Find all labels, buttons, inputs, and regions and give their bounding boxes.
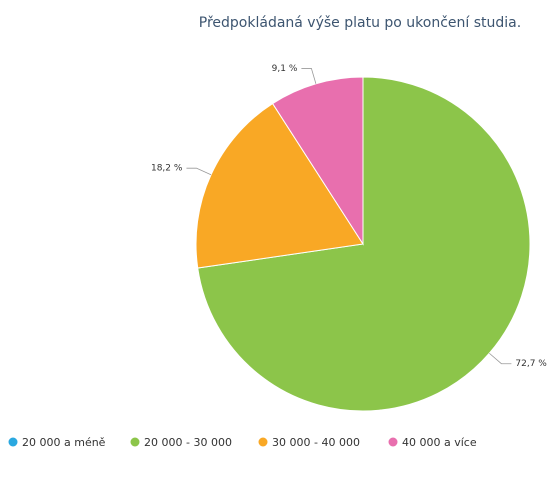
data-label: 18,2 %	[151, 164, 183, 174]
pie-slice	[271, 76, 364, 246]
legend-label: 30 000 - 40 000	[272, 436, 360, 449]
data-label: 72,7 %	[515, 359, 547, 369]
pie-slice	[197, 76, 531, 412]
legend-marker	[130, 437, 140, 447]
pie-slice	[195, 102, 364, 269]
chart-title: Předpokládaná výše platu po ukončení stu…	[199, 15, 521, 31]
legend-marker	[258, 437, 268, 447]
legend-marker	[388, 437, 398, 447]
leader-line	[301, 68, 317, 84]
legend-label: 40 000 a více	[402, 436, 477, 449]
legend-label: 20 000 a méně	[22, 436, 106, 449]
legend-label: 20 000 - 30 000	[144, 436, 232, 449]
leader-line	[186, 167, 212, 176]
leader-line	[489, 352, 512, 365]
legend-marker	[8, 437, 18, 447]
data-label: 9,1 %	[272, 64, 298, 74]
